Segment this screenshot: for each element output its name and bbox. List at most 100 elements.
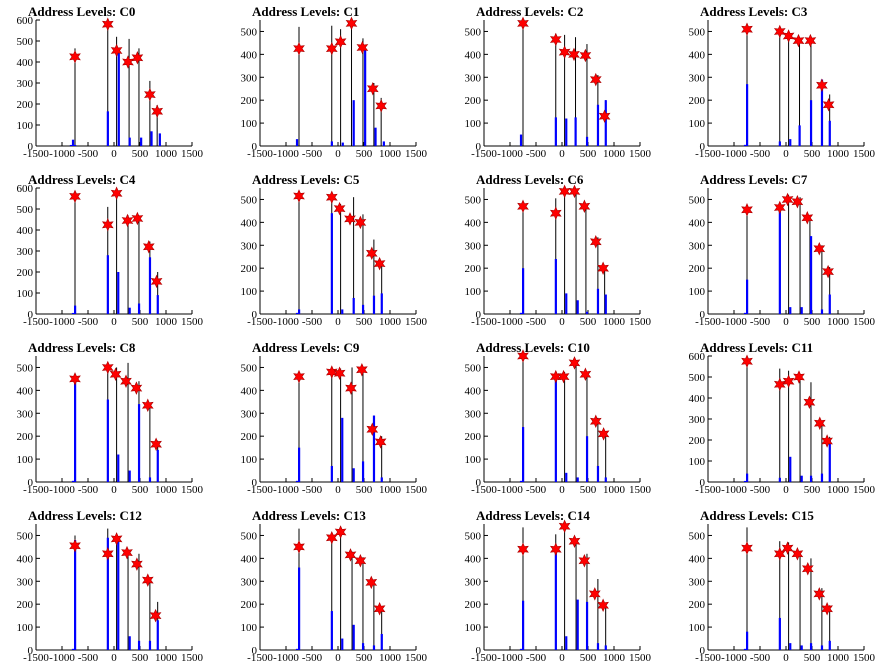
x-tick-label: -500 bbox=[750, 484, 771, 496]
x-tick-label: -500 bbox=[750, 652, 771, 664]
y-tick-label: 500 bbox=[465, 362, 482, 374]
peak-marker bbox=[791, 194, 804, 209]
x-tick-label: -1000 bbox=[49, 484, 75, 496]
peak-marker bbox=[293, 540, 305, 554]
peak-marker bbox=[517, 16, 529, 31]
panel-title: Address Levels: C0 bbox=[28, 4, 135, 19]
panel-title: Address Levels: C5 bbox=[252, 172, 360, 187]
histogram-bar bbox=[596, 288, 600, 314]
y-tick-label: 500 bbox=[465, 530, 482, 542]
histogram-bar bbox=[298, 309, 301, 314]
y-tick-label: 400 bbox=[17, 225, 34, 237]
peak-marker bbox=[578, 553, 591, 568]
peak-marker bbox=[558, 45, 571, 59]
y-tick-label: 500 bbox=[465, 26, 482, 38]
histogram-bar bbox=[74, 378, 77, 482]
y-tick-label: 400 bbox=[465, 385, 482, 397]
peak-marker bbox=[69, 189, 81, 204]
y-tick-label: 400 bbox=[17, 57, 34, 69]
y-tick-label: 300 bbox=[465, 576, 482, 588]
y-tick-label: 0 bbox=[476, 309, 482, 321]
y-tick-label: 0 bbox=[700, 477, 706, 489]
peak-marker bbox=[151, 104, 164, 119]
x-tick-label: -500 bbox=[78, 316, 99, 328]
histogram-bar bbox=[519, 480, 523, 482]
x-tick-label: 1000 bbox=[379, 652, 402, 664]
peak-marker bbox=[325, 530, 338, 545]
y-tick-label: 300 bbox=[465, 408, 482, 420]
histogram-bar bbox=[585, 136, 589, 146]
x-tick-label: -500 bbox=[78, 148, 99, 160]
x-tick-label: 500 bbox=[132, 652, 149, 664]
histogram-panel-c9: Address Levels: C90100200300400500-1500-… bbox=[241, 340, 428, 496]
histogram-bar bbox=[585, 436, 589, 482]
y-tick-label: 400 bbox=[689, 217, 706, 229]
histogram-bar bbox=[565, 636, 568, 650]
x-tick-label: 500 bbox=[356, 652, 373, 664]
histogram-bar bbox=[820, 645, 824, 650]
x-tick-label: 500 bbox=[132, 316, 149, 328]
histogram-bar bbox=[576, 300, 579, 314]
peak-marker bbox=[101, 17, 114, 31]
x-tick-label: -500 bbox=[526, 652, 547, 664]
y-tick-label: 100 bbox=[465, 286, 482, 298]
histogram-bar bbox=[298, 447, 301, 482]
histogram-bar bbox=[743, 312, 747, 314]
x-tick-label: 1000 bbox=[827, 148, 850, 160]
y-tick-label: 200 bbox=[17, 267, 34, 279]
x-tick-label: 1000 bbox=[603, 484, 626, 496]
histogram-bar bbox=[117, 52, 120, 146]
peak-marker bbox=[589, 72, 602, 87]
x-tick-label: 1500 bbox=[629, 316, 652, 328]
y-tick-label: 0 bbox=[28, 477, 34, 489]
y-tick-label: 600 bbox=[17, 183, 34, 195]
panel-title: Address Levels: C8 bbox=[28, 340, 136, 355]
histogram-bar bbox=[519, 312, 523, 314]
y-tick-label: 500 bbox=[689, 194, 706, 206]
y-tick-label: 200 bbox=[241, 431, 258, 443]
histogram-bar bbox=[74, 144, 77, 146]
peak-marker bbox=[101, 547, 114, 561]
y-tick-label: 200 bbox=[17, 431, 34, 443]
peak-marker bbox=[517, 542, 529, 556]
x-tick-label: -1000 bbox=[721, 316, 747, 328]
y-tick-label: 0 bbox=[28, 645, 34, 657]
peak-marker bbox=[821, 434, 833, 448]
x-tick-label: -500 bbox=[78, 652, 99, 664]
peak-marker bbox=[344, 212, 356, 226]
y-tick-label: 200 bbox=[241, 599, 258, 611]
y-tick-label: 0 bbox=[700, 309, 706, 321]
x-tick-label: -500 bbox=[302, 484, 323, 496]
histogram-bar bbox=[148, 640, 152, 650]
histogram-bar bbox=[565, 472, 568, 482]
histogram-bar bbox=[585, 601, 589, 650]
histogram-bar bbox=[71, 648, 75, 650]
x-tick-label: 1500 bbox=[405, 484, 428, 496]
peak-marker bbox=[150, 274, 163, 289]
peak-marker bbox=[568, 356, 581, 370]
peak-marker bbox=[557, 369, 570, 384]
x-tick-label: -1500 bbox=[23, 316, 49, 328]
histogram-bar bbox=[576, 477, 579, 482]
histogram-bar bbox=[798, 125, 801, 146]
x-tick-label: 1500 bbox=[405, 652, 428, 664]
peak-marker bbox=[334, 35, 347, 49]
x-tick-label: -1500 bbox=[23, 484, 49, 496]
x-tick-label: 500 bbox=[580, 316, 597, 328]
histogram-bar bbox=[341, 638, 344, 650]
peak-marker bbox=[345, 16, 358, 31]
y-tick-label: 200 bbox=[17, 99, 34, 111]
histogram-panel-c14: Address Levels: C14 0 100 200 300 400 500 -1500… bbox=[465, 508, 652, 664]
y-tick-label: 300 bbox=[689, 576, 706, 588]
y-tick-label: 400 bbox=[689, 393, 706, 405]
histogram-bar bbox=[330, 611, 333, 650]
peak-marker bbox=[344, 548, 357, 562]
y-tick-label: 200 bbox=[689, 263, 706, 275]
x-tick-label: 0 bbox=[111, 484, 117, 496]
peak-marker bbox=[374, 435, 387, 449]
peak-marker bbox=[813, 416, 826, 430]
peak-marker bbox=[549, 542, 562, 556]
peak-marker bbox=[568, 534, 581, 548]
histogram-panel-c8: Address Levels: C80100200300400500-1500-… bbox=[17, 340, 204, 496]
histogram-bar bbox=[374, 127, 377, 146]
